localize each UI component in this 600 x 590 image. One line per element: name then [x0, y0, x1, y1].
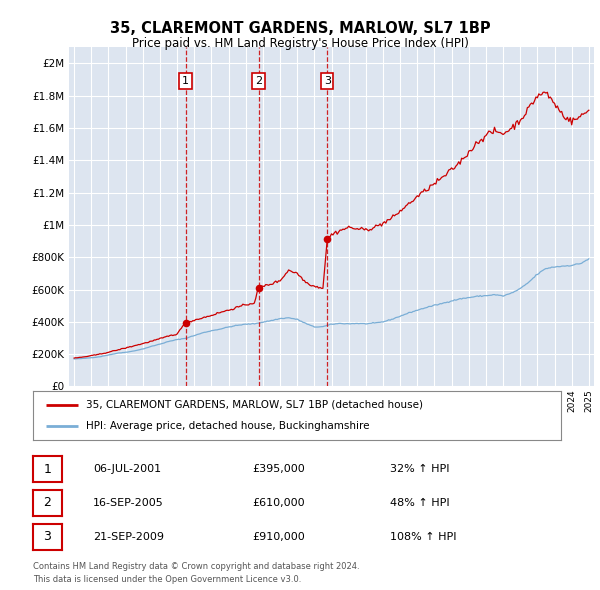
- Text: HPI: Average price, detached house, Buckinghamshire: HPI: Average price, detached house, Buck…: [86, 421, 370, 431]
- Text: 3: 3: [43, 530, 52, 543]
- Text: 108% ↑ HPI: 108% ↑ HPI: [390, 532, 457, 542]
- Text: 35, CLAREMONT GARDENS, MARLOW, SL7 1BP: 35, CLAREMONT GARDENS, MARLOW, SL7 1BP: [110, 21, 490, 35]
- Text: 2: 2: [43, 496, 52, 509]
- Text: 06-JUL-2001: 06-JUL-2001: [93, 464, 161, 474]
- Text: 2: 2: [255, 76, 262, 86]
- Text: £910,000: £910,000: [252, 532, 305, 542]
- Text: 35, CLAREMONT GARDENS, MARLOW, SL7 1BP (detached house): 35, CLAREMONT GARDENS, MARLOW, SL7 1BP (…: [86, 399, 423, 409]
- Text: 16-SEP-2005: 16-SEP-2005: [93, 498, 164, 507]
- Text: 21-SEP-2009: 21-SEP-2009: [93, 532, 164, 542]
- Text: 3: 3: [324, 76, 331, 86]
- Text: 1: 1: [43, 463, 52, 476]
- Text: This data is licensed under the Open Government Licence v3.0.: This data is licensed under the Open Gov…: [33, 575, 301, 584]
- Text: £610,000: £610,000: [252, 498, 305, 507]
- Text: 1: 1: [182, 76, 189, 86]
- Text: 32% ↑ HPI: 32% ↑ HPI: [390, 464, 449, 474]
- Text: 48% ↑ HPI: 48% ↑ HPI: [390, 498, 449, 507]
- Text: Price paid vs. HM Land Registry's House Price Index (HPI): Price paid vs. HM Land Registry's House …: [131, 37, 469, 50]
- Text: Contains HM Land Registry data © Crown copyright and database right 2024.: Contains HM Land Registry data © Crown c…: [33, 562, 359, 571]
- Text: £395,000: £395,000: [252, 464, 305, 474]
